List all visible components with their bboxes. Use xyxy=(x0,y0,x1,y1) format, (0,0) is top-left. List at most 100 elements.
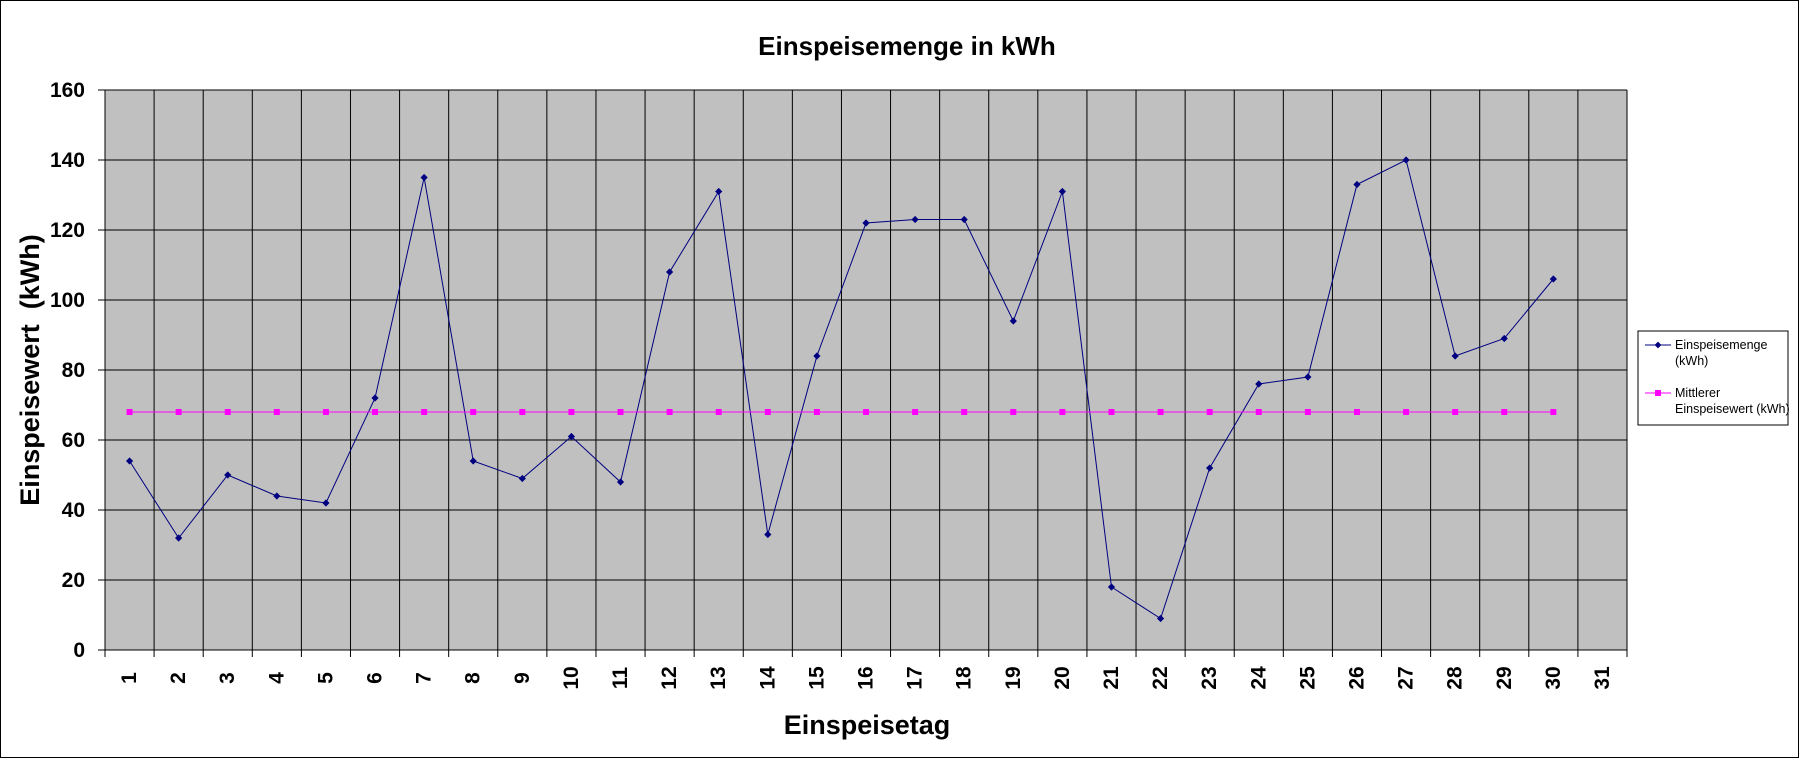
data-point xyxy=(960,215,968,224)
data-point xyxy=(862,219,870,227)
data-point xyxy=(1010,409,1017,415)
data-point xyxy=(322,499,330,507)
x-tick-label: 3 xyxy=(216,672,239,684)
data-point xyxy=(421,409,428,415)
data-point xyxy=(1451,352,1459,360)
x-tick-label: 27 xyxy=(1395,666,1418,689)
x-tick-label: 12 xyxy=(658,666,681,689)
x-tick-label: 10 xyxy=(560,666,583,689)
gridlines xyxy=(105,89,1628,650)
data-point xyxy=(912,409,919,415)
data-point xyxy=(273,409,280,415)
data-point xyxy=(1009,317,1017,325)
x-tick-label: 16 xyxy=(855,666,878,689)
data-point xyxy=(224,409,231,415)
x-tick-label: 24 xyxy=(1247,666,1270,690)
data-point xyxy=(616,478,625,486)
data-point xyxy=(322,409,329,415)
x-tick-label: 23 xyxy=(1198,666,1221,689)
x-axis-title: Einspeisetag xyxy=(784,710,951,740)
x-tick-label: 4 xyxy=(265,672,288,684)
series-group xyxy=(125,156,1557,623)
data-point xyxy=(125,457,134,465)
data-point xyxy=(911,215,919,224)
data-point xyxy=(1108,409,1115,415)
data-point xyxy=(764,530,772,539)
data-point xyxy=(961,409,968,415)
data-point xyxy=(1107,583,1116,591)
data-point xyxy=(372,409,379,415)
series-line-1 xyxy=(129,159,1554,620)
data-point xyxy=(1058,187,1066,196)
y-tick-label: 60 xyxy=(62,429,85,452)
x-tick-label: 6 xyxy=(364,672,387,684)
data-point xyxy=(175,409,182,415)
x-tick-label: 25 xyxy=(1296,666,1319,690)
x-tick-label: 14 xyxy=(756,666,779,690)
data-point xyxy=(1304,373,1312,381)
data-point xyxy=(1206,409,1213,415)
data-point xyxy=(764,409,771,415)
data-point xyxy=(567,432,576,441)
x-tick-label: 18 xyxy=(953,666,976,690)
x-tick-label: 22 xyxy=(1149,666,1172,689)
data-point xyxy=(1157,409,1164,415)
data-point xyxy=(1353,180,1361,189)
data-point xyxy=(1304,409,1311,415)
data-point xyxy=(1206,464,1214,472)
x-tick-label: 5 xyxy=(314,672,337,684)
data-point xyxy=(666,268,674,276)
legend-box xyxy=(1637,330,1789,426)
y-tick-label: 80 xyxy=(62,359,85,382)
x-tick-label: 1 xyxy=(118,672,141,684)
legend-marker-2 xyxy=(1655,390,1661,396)
data-point xyxy=(1501,409,1508,415)
data-point xyxy=(1402,156,1410,164)
data-point xyxy=(371,394,379,402)
y-tick-label: 160 xyxy=(50,79,85,102)
x-tick-label: 28 xyxy=(1444,666,1467,690)
data-point xyxy=(715,187,723,196)
data-point xyxy=(1403,409,1410,415)
x-tick-label: 21 xyxy=(1100,666,1123,690)
data-point xyxy=(1550,409,1557,415)
data-point xyxy=(126,409,133,415)
data-point xyxy=(1255,380,1263,388)
data-point xyxy=(568,409,575,415)
data-point xyxy=(1353,409,1360,415)
data-point xyxy=(1059,409,1066,415)
x-tick-label: 31 xyxy=(1591,666,1614,690)
legend-marker-1 xyxy=(1654,341,1662,349)
data-point xyxy=(715,409,722,415)
x-tick-label: 19 xyxy=(1002,666,1025,689)
data-point xyxy=(273,492,281,500)
x-tick-label: 8 xyxy=(462,672,485,684)
data-point xyxy=(420,173,428,182)
y-tick-label: 0 xyxy=(73,639,85,662)
x-tick-label: 11 xyxy=(609,667,632,690)
legend-label: Einspeisewert (kWh) xyxy=(1675,402,1790,416)
x-tick-label: 29 xyxy=(1493,666,1516,689)
data-point xyxy=(224,471,232,479)
data-point xyxy=(470,409,477,415)
data-point xyxy=(617,409,624,415)
legend-label: Einspeisemenge xyxy=(1675,338,1767,352)
data-point xyxy=(813,352,821,360)
data-point xyxy=(1549,275,1557,283)
data-point xyxy=(1452,409,1459,415)
y-axis-title: Einspeisewert (kWh) xyxy=(15,234,45,506)
data-point xyxy=(1255,409,1262,415)
data-point xyxy=(519,409,526,415)
y-axis-ticks: 0 20 40 60 80 100 120 140 160 xyxy=(50,79,105,662)
y-tick-label: 20 xyxy=(62,569,85,592)
data-point xyxy=(1156,614,1165,623)
data-point xyxy=(469,457,477,465)
data-point xyxy=(1500,334,1508,343)
data-point xyxy=(518,474,526,483)
legend: Einspeisemenge (kWh) Mittlerer Einspeisewer… xyxy=(1637,330,1790,426)
chart-title: Einspeisemenge in kWh xyxy=(758,31,1056,61)
x-axis-ticks: 1 2 3 4 5 6 7 8 9 10 11 12 13 14 15 16 17 18 19 20 21 22 23 24 2… xyxy=(104,650,1628,690)
data-point xyxy=(863,409,869,415)
y-tick-label: 120 xyxy=(50,219,85,242)
